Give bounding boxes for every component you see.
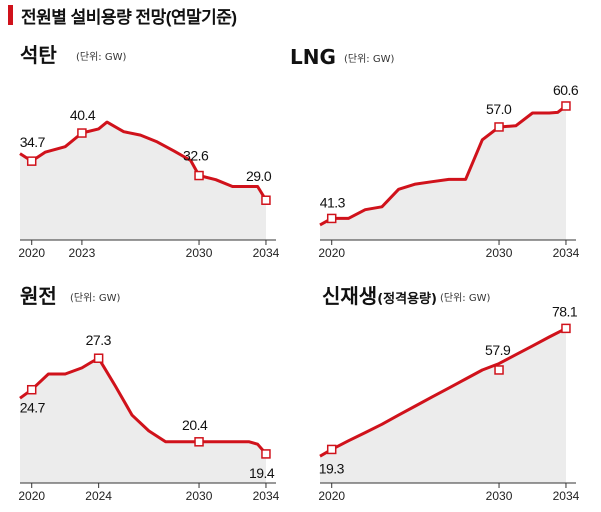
renewable-tick-label-2020: 2020 — [318, 489, 345, 503]
lng-title: LNG — [290, 45, 336, 69]
coal-tick-label-2030: 2030 — [186, 246, 213, 260]
coal-data-label-2023: 40.4 — [70, 107, 96, 123]
renewable-marker-2030 — [494, 365, 504, 375]
renewable-data-label-2034: 78.1 — [552, 303, 578, 319]
header-accent-bar — [8, 5, 13, 25]
page-title: 전원별 설비용량 전망(연말기준) — [21, 7, 237, 27]
coal-marker-2020 — [26, 156, 37, 166]
panel-nuclear: 2020 2024 2030 2034 24.7 27.3 20.4 19.4 원전 (단위: G… — [18, 284, 279, 503]
coal-unit: (단위: GW) — [76, 50, 126, 63]
nuclear-data-label-2034: 19.4 — [249, 465, 275, 481]
nuclear-marker-2034 — [261, 449, 271, 459]
coal-tick-label-2034: 2034 — [253, 246, 280, 260]
coal-tick-label-2023: 2023 — [69, 246, 96, 260]
nuclear-data-label-2024: 27.3 — [86, 332, 112, 348]
nuclear-tick-label-2020: 2020 — [18, 489, 45, 503]
coal-data-label-2034: 29.0 — [246, 168, 272, 184]
lng-unit: (단위: GW) — [344, 52, 394, 65]
renewable-tick-label-2030: 2030 — [486, 489, 513, 503]
nuclear-data-label-2020: 24.7 — [20, 400, 46, 416]
renewable-title: 신재생(정격용량) — [322, 284, 437, 308]
coal-series-line — [19, 120, 268, 201]
renewable-data-label-2020: 19.3 — [319, 460, 345, 476]
chart-header: 전원별 설비용량 전망(연말기준) — [8, 4, 237, 27]
lng-marker-2030 — [494, 122, 504, 132]
nuclear-data-label-2030: 20.4 — [182, 417, 208, 433]
nuclear-marker-2030 — [194, 437, 204, 447]
renewable-area — [320, 328, 566, 483]
coal-area — [20, 122, 266, 240]
renewable-tick-label-2034: 2034 — [553, 489, 580, 503]
nuclear-tick-label-2030: 2030 — [186, 489, 213, 503]
panel-renewable: 2020 2030 2034 19.3 57.9 78.1 신재생(정격용량) (단위: GW… — [318, 284, 579, 503]
lng-data-label-2034: 60.6 — [553, 82, 579, 98]
nuclear-unit: (단위: GW) — [70, 291, 120, 304]
lng-data-label-2020: 41.3 — [320, 194, 346, 210]
renewable-title-suffix: (정격용량) — [377, 291, 437, 307]
lng-tick-label-2034: 2034 — [553, 246, 580, 260]
nuclear-marker-2020 — [26, 384, 37, 395]
coal-marker-2030 — [194, 170, 204, 181]
coal-tick-label-2020: 2020 — [18, 246, 45, 260]
coal-data-label-2030: 32.6 — [183, 148, 209, 164]
lng-tick-label-2030: 2030 — [486, 246, 513, 260]
nuclear-area — [20, 358, 266, 483]
lng-marker-2020 — [326, 213, 337, 224]
coal-title: 석탄 — [20, 43, 57, 67]
renewable-series-line — [319, 327, 567, 458]
coal-marker-2023 — [77, 128, 87, 138]
renewable-data-label-2030: 57.9 — [485, 342, 511, 358]
coal-data-label-2020: 34.7 — [20, 134, 46, 150]
lng-marker-2034 — [561, 101, 571, 111]
nuclear-tick-label-2024: 2024 — [85, 489, 112, 503]
coal-marker-2034 — [261, 195, 271, 205]
panel-coal: 2020 2023 2030 2034 34.7 40.4 32.6 29.0 석탄 (단위: G… — [18, 43, 279, 260]
lng-series-line — [319, 104, 567, 227]
renewable-marker-2020 — [326, 444, 337, 455]
renewable-marker-2034 — [561, 323, 571, 334]
panel-lng: 2020 2030 2034 41.3 57.0 60.6 LNG (단위: GW) — [290, 45, 580, 260]
nuclear-title: 원전 — [20, 284, 57, 308]
nuclear-series-line — [19, 356, 268, 455]
lng-tick-label-2020: 2020 — [318, 246, 345, 260]
lng-data-label-2030: 57.0 — [486, 101, 512, 117]
renewable-unit: (단위: GW) — [440, 291, 490, 304]
nuclear-tick-label-2034: 2034 — [253, 489, 280, 503]
lng-area — [320, 106, 566, 240]
nuclear-marker-2024 — [93, 353, 104, 363]
